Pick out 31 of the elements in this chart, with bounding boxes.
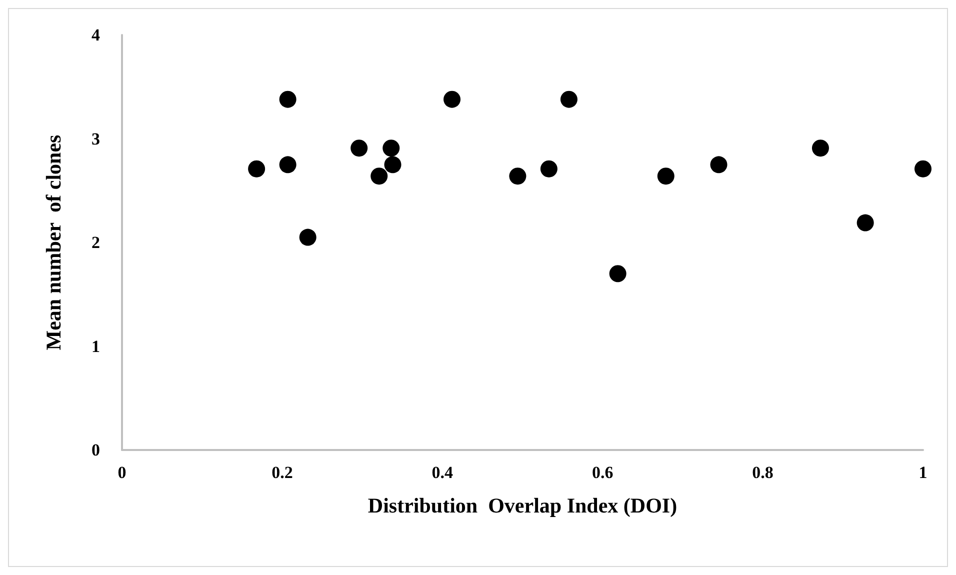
x-tick-label: 0.4: [432, 463, 454, 482]
point: [444, 90, 461, 108]
point: [279, 156, 296, 174]
y-tick-label: 3: [92, 129, 100, 148]
point: [350, 140, 368, 157]
y-tick-label: 1: [92, 336, 100, 356]
point: [609, 265, 626, 282]
point: [560, 90, 578, 108]
y-axis-title: Mean number of clones: [42, 134, 66, 350]
y-tick-label: 2: [92, 233, 100, 252]
x-tick-label: 1: [918, 463, 928, 482]
point: [710, 156, 728, 174]
y-tick-label: 0: [92, 440, 100, 460]
point: [914, 160, 932, 178]
x-axis-title: Distribution Overlap Index (DOI): [368, 494, 678, 518]
point: [370, 168, 388, 185]
point: [382, 140, 400, 157]
point: [384, 156, 402, 174]
point: [540, 160, 558, 178]
y-tick-label: 4: [92, 26, 100, 44]
point: [299, 228, 316, 246]
x-tick-label: 0.8: [752, 463, 774, 482]
point: [657, 168, 674, 185]
x-tick-label: 0.6: [592, 463, 614, 482]
point: [279, 90, 296, 108]
x-tick-label: 0: [118, 463, 126, 482]
x-tick-label: 0.2: [272, 463, 293, 482]
point: [812, 140, 829, 157]
point: [509, 168, 526, 185]
point: [856, 214, 874, 232]
point: [248, 160, 266, 178]
